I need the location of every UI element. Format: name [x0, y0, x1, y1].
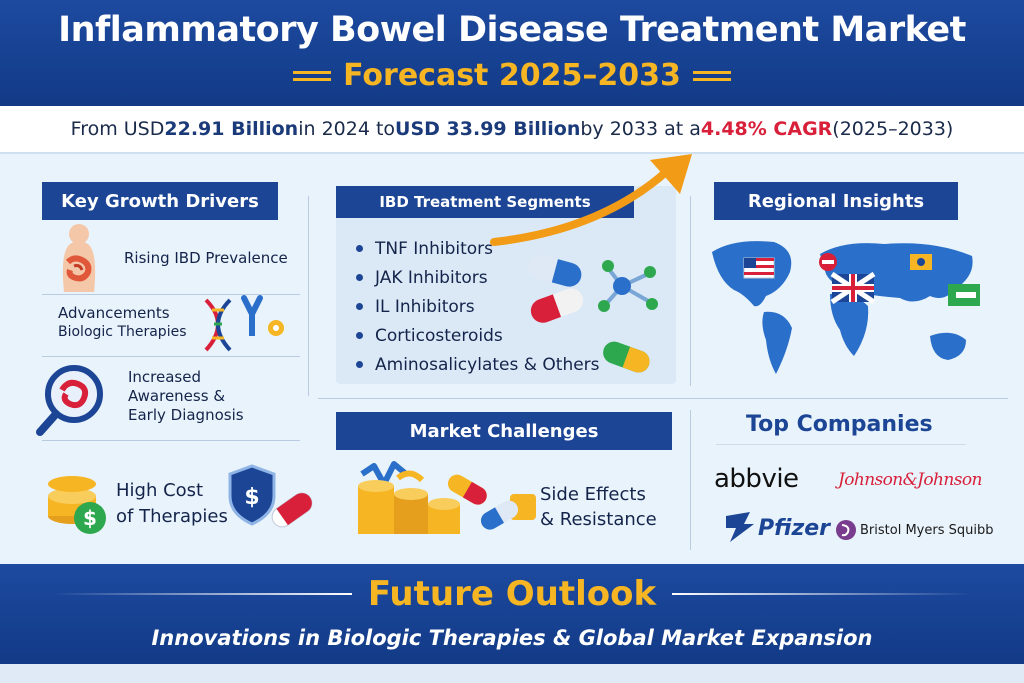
divider-horizontal-mid — [318, 398, 1008, 399]
summary-value-2024: 22.91 Billion — [164, 118, 299, 140]
segment-item: JAK Inhibitors — [356, 263, 600, 292]
decor-line-right — [672, 593, 973, 595]
coins-pills-icon — [358, 461, 536, 534]
companies-heading-underline — [716, 444, 966, 445]
segments-heading: IBD Treatment Segments — [336, 186, 634, 218]
segment-item: Aminosalicylates & Others — [356, 350, 600, 379]
bullet-icon — [356, 332, 363, 339]
magnifier-diagnosis-icon — [36, 365, 103, 436]
segment-item: TNF Inhibitors — [356, 234, 600, 263]
subtitle-row: Forecast 2025–2033 — [0, 58, 1024, 93]
footer-subtitle: Innovations in Biologic Therapies & Glob… — [151, 626, 873, 650]
jnj-logo: Johnson&Johnson — [838, 470, 982, 490]
segment-item: IL Inhibitors — [356, 292, 600, 321]
bullet-icon — [356, 361, 363, 368]
bullet-icon — [356, 303, 363, 310]
world-map-icon — [712, 241, 980, 374]
summary-cagr-suffix: % CAGR — [747, 118, 833, 140]
decor-line-left — [51, 593, 352, 595]
market-summary: From USD 22.91 Billion in 2024 to USD 33… — [0, 106, 1024, 154]
divider-driver-2 — [42, 356, 300, 357]
summary-prefix: From USD — [70, 118, 165, 140]
page-subtitle: Forecast 2025–2033 — [343, 58, 681, 93]
footer-banner: Future Outlook Innovations in Biologic T… — [0, 564, 1024, 664]
driver-cost-line1: High Cost — [116, 480, 204, 501]
divider-driver-3 — [42, 440, 300, 441]
shield-capsule-icon: $ — [228, 464, 313, 528]
footer-title: Future Outlook — [367, 574, 657, 614]
summary-value-2033: USD 33.99 Billion — [395, 118, 581, 140]
driver-prevalence: Rising IBD Prevalence — [124, 249, 288, 267]
drivers-heading: Key Growth Drivers — [42, 182, 278, 220]
driver-cost-line2: of Therapies — [116, 506, 228, 527]
decor-double-line-left — [293, 70, 332, 81]
footer-title-row: Future Outlook — [0, 574, 1024, 614]
bms-logo: Bristol Myers Squibb — [860, 523, 994, 538]
svg-text:$: $ — [83, 506, 97, 530]
driver-biologic-line1: Advancements — [58, 304, 170, 322]
header-banner: Inflammatory Bowel Disease Treatment Mar… — [0, 0, 1024, 106]
driver-biologic-line2: Biologic Therapies — [58, 324, 187, 340]
bullet-icon — [356, 245, 363, 252]
challenge-side-effects-line2: & Resistance — [540, 509, 657, 530]
decor-double-line-right — [692, 70, 731, 81]
driver-awareness-line1: Increased — [128, 368, 202, 386]
coins-dollar-icon: $ — [48, 476, 106, 534]
bms-logo-icon — [836, 520, 856, 540]
summary-period: (2025–2033) — [832, 118, 954, 140]
page-title: Inflammatory Bowel Disease Treatment Mar… — [58, 10, 966, 50]
pfizer-logo-icon — [726, 512, 754, 542]
summary-cagr-value: 4.48 — [700, 118, 748, 140]
abbvie-logo: abbvie — [714, 464, 799, 494]
divider-vertical-1 — [308, 196, 309, 396]
intestine-body-icon — [62, 224, 96, 292]
bullet-icon — [356, 274, 363, 281]
pills-molecule-icon — [528, 254, 658, 373]
dna-icon — [204, 295, 284, 352]
divider-vertical-2 — [690, 196, 691, 386]
summary-mid1: in 2024 to — [298, 118, 396, 140]
companies-heading: Top Companies — [746, 412, 933, 437]
segments-list: TNF Inhibitors JAK Inhibitors IL Inhibit… — [356, 234, 600, 379]
regional-heading: Regional Insights — [714, 182, 958, 220]
challenges-heading: Market Challenges — [336, 412, 672, 450]
bottom-strip — [0, 664, 1024, 683]
svg-text:$: $ — [244, 485, 259, 510]
challenge-side-effects-line1: Side Effects — [540, 484, 646, 505]
growth-arrow-icon — [490, 154, 692, 246]
summary-mid2: by 2033 at a — [580, 118, 701, 140]
driver-awareness-line3: Early Diagnosis — [128, 406, 244, 424]
segment-item: Corticosteroids — [356, 321, 600, 350]
driver-awareness-line2: Awareness & — [128, 387, 226, 405]
divider-vertical-3 — [690, 410, 691, 550]
pfizer-logo: Pfizer — [758, 516, 831, 541]
divider-driver-1 — [42, 294, 300, 295]
